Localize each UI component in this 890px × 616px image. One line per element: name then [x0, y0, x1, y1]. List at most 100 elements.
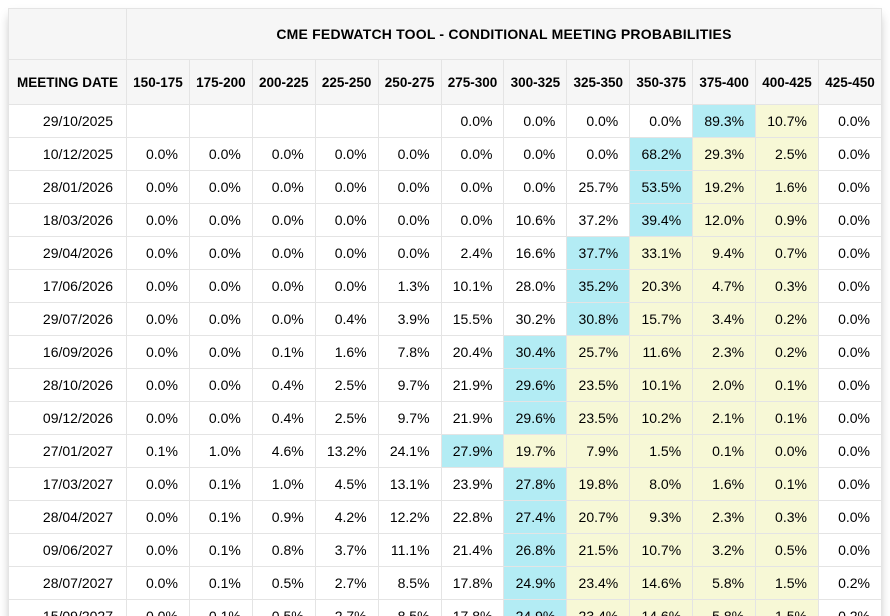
- probability-cell: 0.0%: [377, 236, 442, 270]
- probability-cell: 0.1%: [692, 434, 757, 468]
- probability-cell: 4.6%: [251, 434, 316, 468]
- table-row: 09/06/2027 0.0% 0.1% 0.8% 3.7% 11.1% 21.4% 26.8…: [8, 533, 883, 567]
- probability-cell: 19.8%: [566, 467, 631, 501]
- table-row: 17/03/2027 0.0% 0.1% 1.0% 4.5% 13.1% 23.9% 27.8…: [8, 467, 883, 501]
- table-row: 09/12/2026 0.0% 0.0% 0.4% 2.5% 9.7% 21.9% 29.6%…: [8, 401, 883, 435]
- probability-cell: 11.6%: [629, 335, 694, 369]
- probability-cell: 23.5%: [566, 368, 631, 402]
- meeting-date-header: MEETING DATE: [8, 59, 127, 105]
- probability-cell: 7.9%: [566, 434, 631, 468]
- probability-cell: 0.1%: [188, 500, 253, 534]
- probability-cell: 0.1%: [126, 434, 190, 468]
- probability-cell: [188, 104, 253, 138]
- probability-cell: 0.4%: [314, 302, 379, 336]
- probability-cell: 0.3%: [755, 269, 819, 303]
- probability-cell: 0.0%: [817, 368, 883, 402]
- probability-cell: 2.3%: [692, 335, 757, 369]
- probability-cell: 25.7%: [566, 335, 631, 369]
- probability-cell: 19.2%: [692, 170, 757, 204]
- probability-cell: 2.7%: [314, 599, 379, 616]
- probability-cell: 21.4%: [440, 533, 505, 567]
- probability-cell: 7.8%: [377, 335, 442, 369]
- probability-cell: 1.5%: [629, 434, 694, 468]
- probability-cell: 0.0%: [126, 269, 190, 303]
- probability-cell: 0.0%: [251, 203, 316, 237]
- probability-cell: 10.2%: [629, 401, 694, 435]
- probability-cell: 0.0%: [126, 335, 190, 369]
- probability-cell: 3.9%: [377, 302, 442, 336]
- probability-cell: 0.0%: [251, 170, 316, 204]
- probability-cell: 0.0%: [188, 269, 253, 303]
- probability-cell: 0.0%: [440, 203, 505, 237]
- probability-cell: 0.0%: [377, 137, 442, 171]
- probability-cell: 29.3%: [692, 137, 757, 171]
- table-row: 10/12/2025 0.0% 0.0% 0.0% 0.0% 0.0% 0.0% 0.0% 0.…: [8, 137, 883, 171]
- probability-cell: 0.5%: [755, 533, 819, 567]
- meeting-date-cell: 16/09/2026: [8, 335, 127, 369]
- probability-cell: 0.0%: [314, 203, 379, 237]
- probability-cell: 19.7%: [503, 434, 568, 468]
- meeting-date-cell: 09/12/2026: [8, 401, 127, 435]
- probability-cell: 0.0%: [817, 302, 883, 336]
- probability-cell: 30.4%: [503, 335, 568, 369]
- table-row: 27/01/2027 0.1% 1.0% 4.6% 13.2% 24.1% 27.9% 19.…: [8, 434, 883, 468]
- probability-cell: 33.1%: [629, 236, 694, 270]
- probability-cell: 20.3%: [629, 269, 694, 303]
- probability-cell: 0.0%: [188, 368, 253, 402]
- probability-cell: 24.9%: [503, 599, 568, 616]
- probability-cell: [126, 104, 190, 138]
- rate-range-header: 400-425: [755, 59, 819, 105]
- probability-cell: 0.0%: [503, 137, 568, 171]
- probability-cell: 0.9%: [251, 500, 316, 534]
- probability-cell: 0.2%: [755, 302, 819, 336]
- probability-cell: 0.0%: [503, 170, 568, 204]
- probability-cell: 1.0%: [188, 434, 253, 468]
- probability-cell: 0.0%: [817, 137, 883, 171]
- probability-cell: 15.5%: [440, 302, 505, 336]
- probability-cell: 0.0%: [126, 368, 190, 402]
- probability-cell: 8.5%: [377, 566, 442, 600]
- probability-cell: 26.8%: [503, 533, 568, 567]
- probability-cell: 0.0%: [566, 104, 631, 138]
- table-row: 16/09/2026 0.0% 0.0% 0.1% 1.6% 7.8% 20.4% 30.4%…: [8, 335, 883, 369]
- probability-cell: 0.0%: [126, 467, 190, 501]
- meeting-date-cell: 28/10/2026: [8, 368, 127, 402]
- probability-cell: 0.3%: [755, 500, 819, 534]
- meeting-date-cell: 10/12/2025: [8, 137, 127, 171]
- probability-cell: 0.0%: [126, 236, 190, 270]
- rate-range-header: 275-300: [440, 59, 505, 105]
- probability-cell: 16.6%: [503, 236, 568, 270]
- probability-cell: 1.5%: [755, 599, 819, 616]
- probability-cell: 0.0%: [188, 236, 253, 270]
- meeting-date-cell: 29/07/2026: [8, 302, 127, 336]
- probability-cell: 2.4%: [440, 236, 505, 270]
- title-row: CME FEDWATCH TOOL - CONDITIONAL MEETING …: [8, 8, 882, 60]
- probability-cell: 0.1%: [188, 533, 253, 567]
- probability-cell: 0.0%: [126, 566, 190, 600]
- probability-cell: 3.2%: [692, 533, 757, 567]
- probability-cell: 0.0%: [126, 533, 190, 567]
- probability-cell: 22.8%: [440, 500, 505, 534]
- probability-cell: 0.0%: [251, 236, 316, 270]
- rate-range-header: 225-250: [314, 59, 379, 105]
- rate-range-header: 350-375: [629, 59, 694, 105]
- table-row: 28/01/2026 0.0% 0.0% 0.0% 0.0% 0.0% 0.0% 0.0% 25…: [8, 170, 883, 204]
- probability-cell: 12.2%: [377, 500, 442, 534]
- probability-cell: 30.8%: [566, 302, 631, 336]
- probability-cell: 0.0%: [188, 302, 253, 336]
- table-row: 28/07/2027 0.0% 0.1% 0.5% 2.7% 8.5% 17.8% 24.9%…: [8, 566, 883, 600]
- rate-range-header: 150-175: [126, 59, 190, 105]
- probability-cell: 23.5%: [566, 401, 631, 435]
- probability-cell: [251, 104, 316, 138]
- meeting-date-cell: 29/10/2025: [8, 104, 127, 138]
- probability-cell: 10.6%: [503, 203, 568, 237]
- probability-cell: 0.0%: [755, 434, 819, 468]
- meeting-date-cell: 28/04/2027: [8, 500, 127, 534]
- probability-cell: 0.0%: [817, 533, 883, 567]
- probability-cell: 0.0%: [314, 170, 379, 204]
- probability-cell: 0.4%: [251, 401, 316, 435]
- probability-cell: 21.9%: [440, 401, 505, 435]
- meeting-date-cell: 27/01/2027: [8, 434, 127, 468]
- table-row: 15/09/2027 0.0% 0.1% 0.5% 2.7% 8.5% 17.8% 24.9%…: [8, 599, 883, 616]
- probability-cell: 2.5%: [314, 368, 379, 402]
